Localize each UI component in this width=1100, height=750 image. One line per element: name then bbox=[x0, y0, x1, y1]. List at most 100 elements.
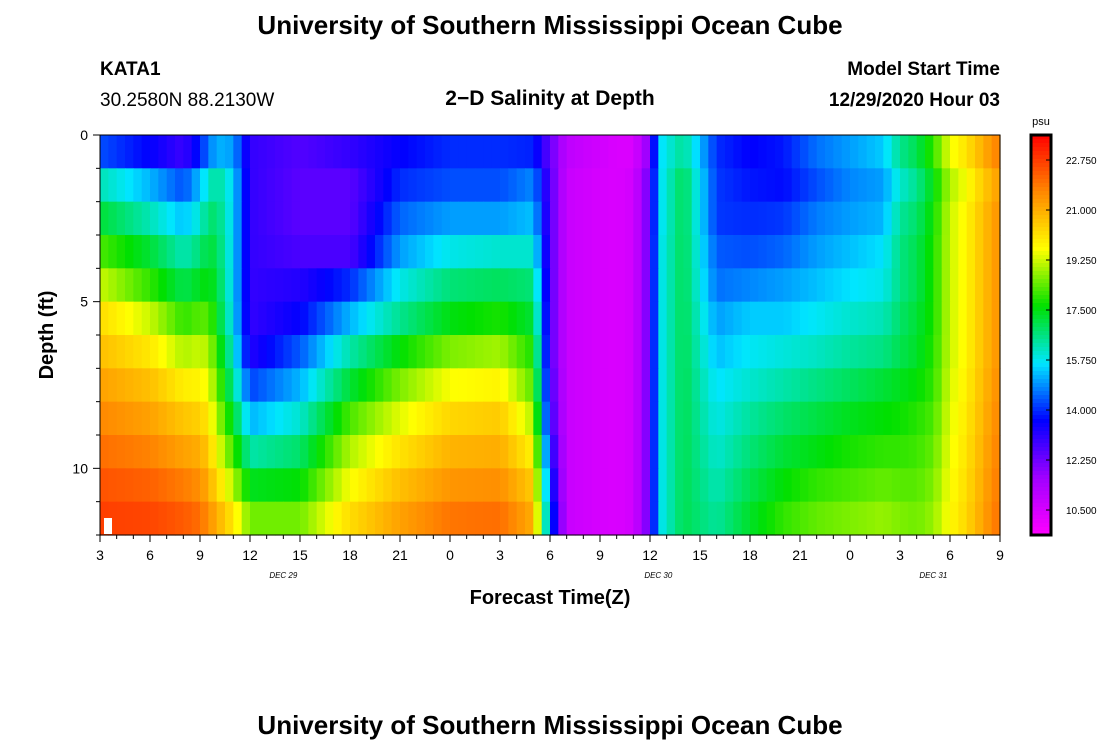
heatmap-cell bbox=[233, 335, 243, 369]
heatmap-cell bbox=[516, 235, 526, 269]
heatmap-cell bbox=[300, 201, 309, 236]
heatmap-cell bbox=[350, 201, 359, 236]
x-axis-label: Forecast Time(Z) bbox=[470, 587, 631, 609]
heatmap-cell bbox=[633, 335, 643, 369]
heatmap-cell bbox=[783, 135, 793, 169]
heatmap-cell bbox=[733, 201, 743, 236]
heatmap-cell bbox=[916, 201, 926, 236]
heatmap-cell bbox=[416, 468, 426, 503]
heatmap-cell bbox=[650, 501, 659, 536]
heatmap-cell bbox=[575, 401, 584, 436]
heatmap-cell bbox=[425, 335, 434, 369]
heatmap-cell bbox=[416, 368, 426, 403]
heatmap-cell bbox=[175, 268, 184, 303]
heatmap-cell bbox=[925, 435, 934, 469]
heatmap-cell bbox=[216, 435, 226, 469]
heatmap-cell bbox=[875, 468, 884, 503]
heatmap-cell bbox=[575, 201, 584, 236]
heatmap-cell bbox=[766, 335, 776, 369]
heatmap-cell bbox=[991, 468, 1001, 503]
heatmap-cell bbox=[933, 168, 943, 203]
heatmap-cell bbox=[475, 401, 484, 436]
heatmap-cell bbox=[858, 235, 868, 269]
heatmap-cell bbox=[508, 368, 518, 403]
heatmap-cell bbox=[950, 335, 959, 369]
heatmap-cell bbox=[900, 368, 909, 403]
heatmap-cell bbox=[975, 501, 984, 536]
heatmap-cell bbox=[316, 335, 326, 369]
heatmap-cell bbox=[600, 301, 609, 336]
x-tick-label: 15 bbox=[692, 547, 708, 563]
heatmap-cell bbox=[591, 435, 601, 469]
heatmap-cell bbox=[150, 368, 159, 403]
heatmap-cell bbox=[850, 435, 859, 469]
colorbar-swatch bbox=[1031, 207, 1051, 212]
heatmap-cell bbox=[525, 435, 534, 469]
heatmap-cell bbox=[891, 335, 901, 369]
heatmap-cell bbox=[875, 401, 884, 436]
heatmap-cell bbox=[541, 468, 551, 503]
heatmap-cell bbox=[941, 201, 951, 236]
heatmap-cell bbox=[833, 201, 843, 236]
heatmap-cell bbox=[841, 435, 851, 469]
heatmap-cell bbox=[700, 468, 709, 503]
heatmap-cell bbox=[416, 268, 426, 303]
heatmap-cell bbox=[825, 401, 834, 436]
heatmap-cell bbox=[658, 435, 668, 469]
heatmap-cell bbox=[675, 235, 684, 269]
heatmap-cell bbox=[925, 401, 934, 436]
heatmap-cell bbox=[825, 168, 834, 203]
heatmap-cell bbox=[941, 468, 951, 503]
heatmap-cell bbox=[366, 268, 376, 303]
heatmap-cell bbox=[125, 168, 134, 203]
heatmap-cell bbox=[225, 135, 234, 169]
heatmap-cell bbox=[900, 335, 909, 369]
heatmap-cell bbox=[508, 335, 518, 369]
heatmap-cell bbox=[733, 235, 743, 269]
heatmap-cell bbox=[583, 301, 593, 336]
heatmap-cell bbox=[416, 301, 426, 336]
heatmap-cell bbox=[150, 268, 159, 303]
heatmap-cell bbox=[250, 468, 259, 503]
heatmap-cell bbox=[675, 201, 684, 236]
heatmap-cell bbox=[566, 435, 576, 469]
heatmap-cell bbox=[916, 268, 926, 303]
heatmap-cell bbox=[725, 401, 734, 436]
heatmap-cell bbox=[491, 501, 501, 536]
heatmap-cell bbox=[208, 268, 218, 303]
heatmap-cell bbox=[416, 135, 426, 169]
colorbar-swatch bbox=[1031, 263, 1051, 268]
heatmap-cell bbox=[650, 368, 659, 403]
heatmap-cell bbox=[733, 301, 743, 336]
heatmap-cell bbox=[325, 501, 334, 536]
heatmap-cell bbox=[750, 301, 759, 336]
heatmap-cell bbox=[500, 201, 509, 236]
heatmap-cell bbox=[341, 201, 351, 236]
heatmap-cell bbox=[516, 201, 526, 236]
heatmap-cell bbox=[775, 401, 784, 436]
heatmap-cell bbox=[816, 468, 826, 503]
heatmap-cell bbox=[475, 168, 484, 203]
heatmap-cell bbox=[500, 301, 509, 336]
heatmap-cell bbox=[850, 235, 859, 269]
heatmap-cell bbox=[916, 468, 926, 503]
heatmap-cell bbox=[350, 301, 359, 336]
x-tick-label: 18 bbox=[342, 547, 358, 563]
heatmap-cell bbox=[325, 268, 334, 303]
heatmap-cell bbox=[908, 135, 918, 169]
heatmap-cell bbox=[316, 135, 326, 169]
heatmap-cell bbox=[250, 168, 259, 203]
heatmap-cell bbox=[116, 335, 126, 369]
heatmap-cell bbox=[866, 401, 876, 436]
heatmap-cell bbox=[508, 301, 518, 336]
heatmap-cell bbox=[191, 401, 201, 436]
heatmap-cell bbox=[475, 235, 484, 269]
heatmap-cell bbox=[900, 501, 909, 536]
heatmap-cell bbox=[641, 335, 651, 369]
heatmap-cell bbox=[483, 435, 493, 469]
heatmap-cell bbox=[416, 201, 426, 236]
heatmap-cell bbox=[508, 468, 518, 503]
colorbar-swatch bbox=[1031, 331, 1051, 336]
heatmap-cell bbox=[533, 301, 543, 336]
heatmap-cell bbox=[541, 501, 551, 536]
